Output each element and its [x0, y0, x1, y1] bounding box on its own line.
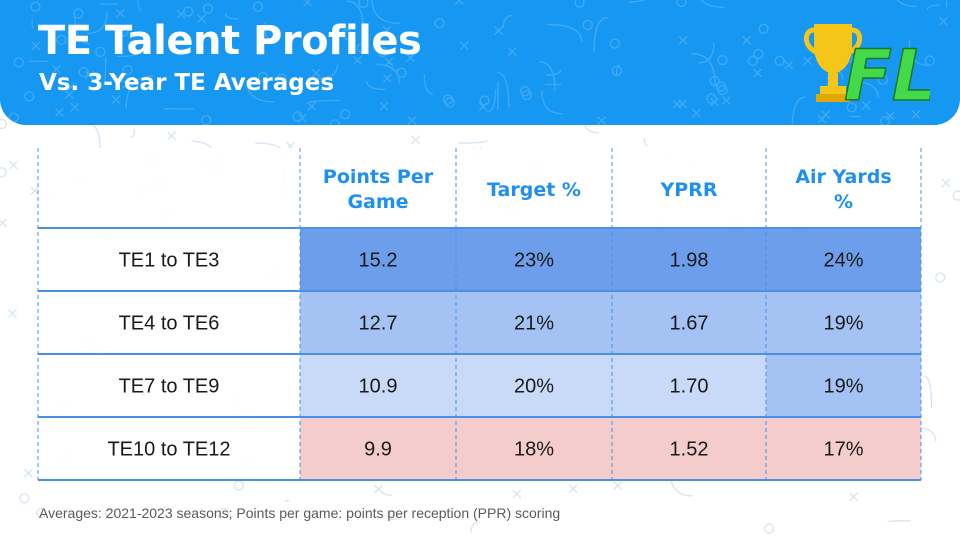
header-banner: TE Talent Profiles Vs. 3-Year TE Average… — [0, 0, 960, 125]
cell-shade — [766, 417, 921, 480]
table-cell-value: 21% — [514, 313, 554, 335]
page-title: TE Talent Profiles — [38, 18, 422, 64]
table-cell-value: 24% — [823, 250, 863, 272]
pattern-glyphs — [8, 0, 948, 125]
table-cell-value: 9.9 — [364, 439, 392, 461]
cell-shade — [300, 354, 456, 417]
fantasy-life-logo: FL — [803, 24, 930, 112]
cell-shade — [300, 291, 456, 354]
row-label: TE1 to TE3 — [119, 250, 220, 272]
cell-shade — [300, 417, 456, 480]
table-cell-value: 10.9 — [359, 376, 398, 398]
row-label: TE4 to TE6 — [119, 313, 220, 335]
cell-shade — [456, 417, 612, 480]
cell-shade — [766, 228, 921, 291]
header-playbook-pattern — [8, 0, 948, 125]
cell-shade — [612, 417, 766, 480]
page-subtitle: Vs. 3-Year TE Averages — [39, 70, 335, 96]
table-cell-value: 17% — [823, 439, 863, 461]
cell-shade — [612, 291, 766, 354]
table-cell-value: 1.98 — [670, 250, 709, 272]
cell-shade — [766, 354, 921, 417]
column-header: Target % — [487, 179, 581, 201]
column-header: YPRR — [660, 179, 718, 201]
table-cell-value: 18% — [514, 439, 554, 461]
table-cell-value: 19% — [823, 376, 863, 398]
table-cell-value: 12.7 — [359, 313, 398, 335]
column-header: Air Yards% — [795, 166, 891, 213]
row-label: TE10 to TE12 — [107, 439, 230, 461]
table-cell-value: 1.67 — [670, 313, 709, 335]
cell-shade — [612, 354, 766, 417]
cell-shade — [612, 228, 766, 291]
footnote: Averages: 2021-2023 seasons; Points per … — [39, 505, 561, 521]
table-cell-value: 19% — [823, 313, 863, 335]
table-cell-value: 1.52 — [670, 439, 709, 461]
table-cell-value: 1.70 — [670, 376, 709, 398]
table-cell-value: 20% — [514, 376, 554, 398]
cell-shade — [766, 291, 921, 354]
logo-text: FL — [844, 35, 930, 112]
table-cell-value: 15.2 — [359, 250, 398, 272]
trophy-icon — [803, 24, 863, 102]
cell-shade — [456, 228, 612, 291]
table-cell-value: 23% — [514, 250, 554, 272]
cell-shade — [300, 228, 456, 291]
cell-shade — [456, 354, 612, 417]
cell-shade — [456, 291, 612, 354]
row-label: TE7 to TE9 — [119, 376, 220, 398]
column-header: Points Per Game — [323, 166, 434, 213]
